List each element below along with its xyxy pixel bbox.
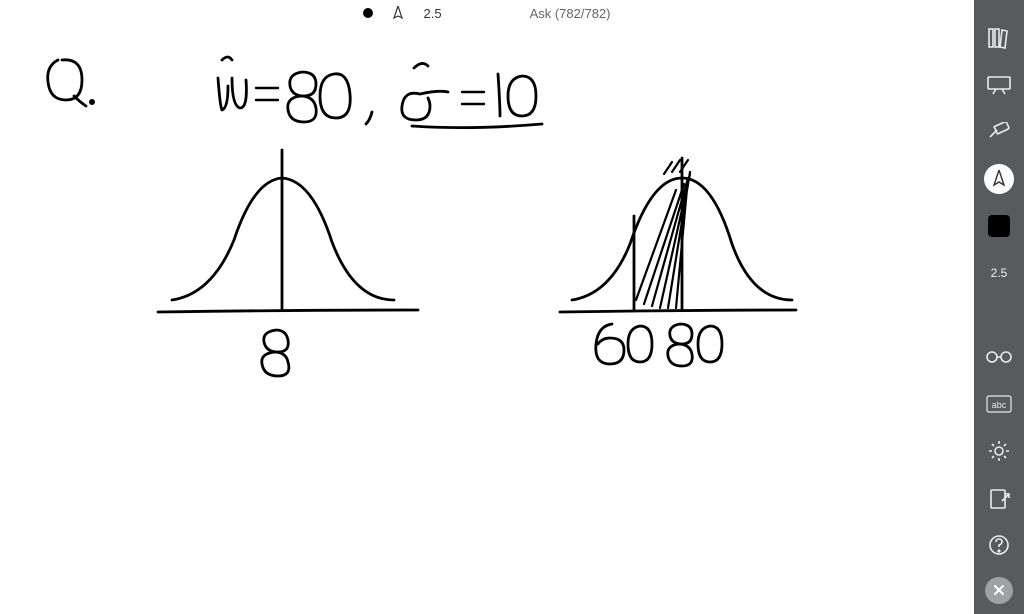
ink-layer (0, 0, 974, 614)
svg-text:abc: abc (992, 400, 1007, 410)
pen-tool[interactable] (974, 155, 1024, 202)
ask-counter: Ask (782/782) (530, 6, 611, 21)
toolbar-spacer (974, 296, 1024, 333)
drawing-canvas[interactable]: 2.5 Ask (782/782) (0, 0, 974, 614)
settings-icon[interactable] (974, 427, 1024, 474)
right-toolbar: 2.5 abc (974, 0, 1024, 614)
projector-icon[interactable] (974, 61, 1024, 108)
pen-indicator-icon (391, 6, 405, 20)
help-icon[interactable] (974, 522, 1024, 569)
color-dot-icon (363, 8, 373, 18)
pen-size-label[interactable]: 2.5 (974, 249, 1024, 296)
text-icon[interactable]: abc (974, 380, 1024, 427)
library-icon[interactable] (974, 14, 1024, 61)
close-icon[interactable] (985, 577, 1013, 604)
export-icon[interactable] (974, 475, 1024, 522)
black-swatch-icon (988, 215, 1010, 237)
pen-size-indicator: 2.5 (423, 6, 441, 21)
glasses-icon[interactable] (974, 333, 1024, 380)
top-status-bar: 2.5 Ask (782/782) (0, 0, 974, 26)
color-swatch[interactable] (974, 202, 1024, 249)
eraser-icon[interactable] (974, 108, 1024, 155)
pen-tool-selected-icon (984, 164, 1014, 194)
